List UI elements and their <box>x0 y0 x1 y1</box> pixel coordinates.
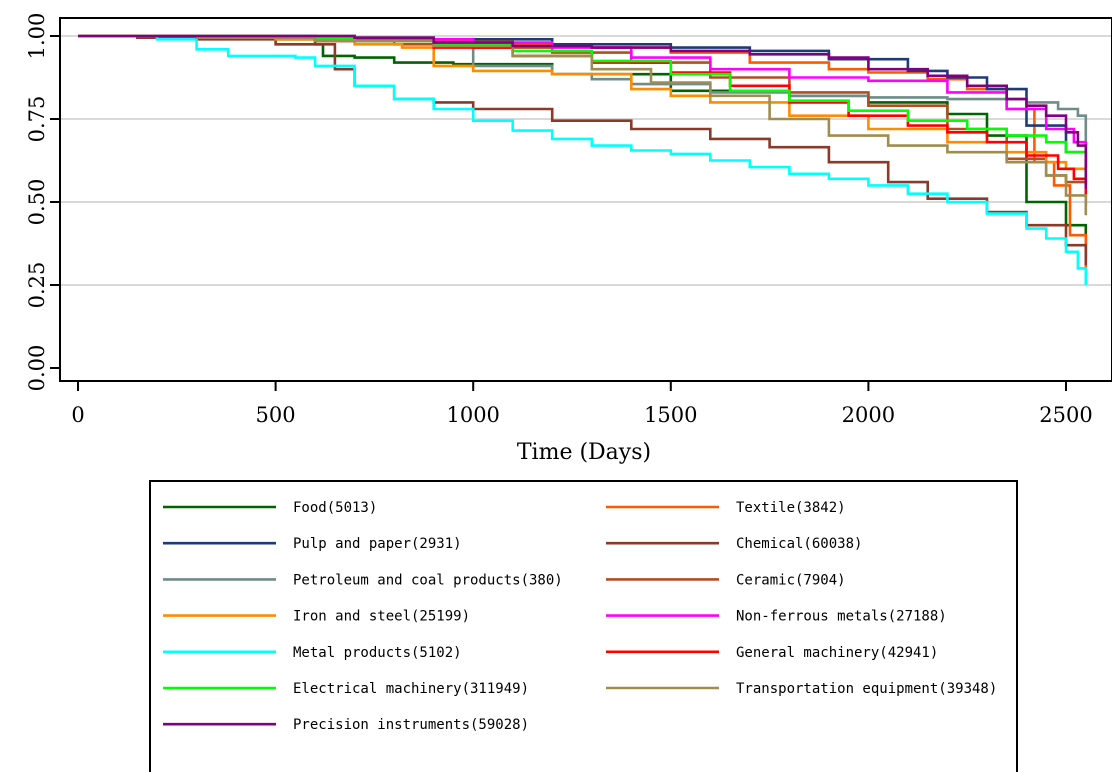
y-tick-label: 0.50 <box>25 179 49 226</box>
x-axis: 0 500 1000 1500 2000 2500 <box>71 381 1093 427</box>
legend-label: Metal products(5102) <box>293 645 462 661</box>
series-lines <box>78 34 1088 285</box>
y-tick-label: 1.00 <box>25 13 49 60</box>
legend-label: Food(5013) <box>293 500 377 516</box>
legend-label: Textile(3842) <box>736 500 846 516</box>
legend-label: Precision instruments(59028) <box>293 717 529 733</box>
legend-label: Non-ferrous metals(27188) <box>736 609 947 625</box>
legend-box <box>149 480 1018 772</box>
x-tick-label: 0 <box>71 403 84 427</box>
legend-label: Transportation equipment(39348) <box>736 681 997 697</box>
y-tick-label: 0.25 <box>25 262 49 309</box>
series-line-7 <box>78 34 1088 183</box>
x-tick-label: 2000 <box>842 403 895 427</box>
legend-label: Chemical(60038) <box>736 536 862 552</box>
x-tick-label: 1500 <box>644 403 697 427</box>
legend-label: Ceramic(7904) <box>736 572 846 588</box>
legend-label: Pulp and paper(2931) <box>293 536 462 552</box>
gridlines <box>61 35 1111 286</box>
legend-label: Iron and steel(25199) <box>293 609 470 625</box>
series-line-9 <box>78 34 1088 285</box>
y-tick-label: 0.75 <box>25 96 49 143</box>
x-tick-label: 500 <box>256 403 296 427</box>
legend-label: Petroleum and coal products(380) <box>293 572 563 588</box>
legend-label: General machinery(42941) <box>736 645 938 661</box>
series-line-13 <box>78 34 1088 189</box>
y-tick-label: 0.00 <box>25 345 49 392</box>
x-tick-label: 2500 <box>1039 403 1092 427</box>
x-axis-label: Time (Days) <box>517 440 651 465</box>
legend-label: Electrical machinery(311949) <box>293 681 529 697</box>
x-tick-label: 1000 <box>446 403 499 427</box>
series-line-8 <box>78 34 1088 166</box>
y-axis: 0.00 0.25 0.50 0.75 1.00 <box>25 13 60 392</box>
legend: Food(5013) Textile(3842) Pulp and paper(29… <box>163 500 997 733</box>
